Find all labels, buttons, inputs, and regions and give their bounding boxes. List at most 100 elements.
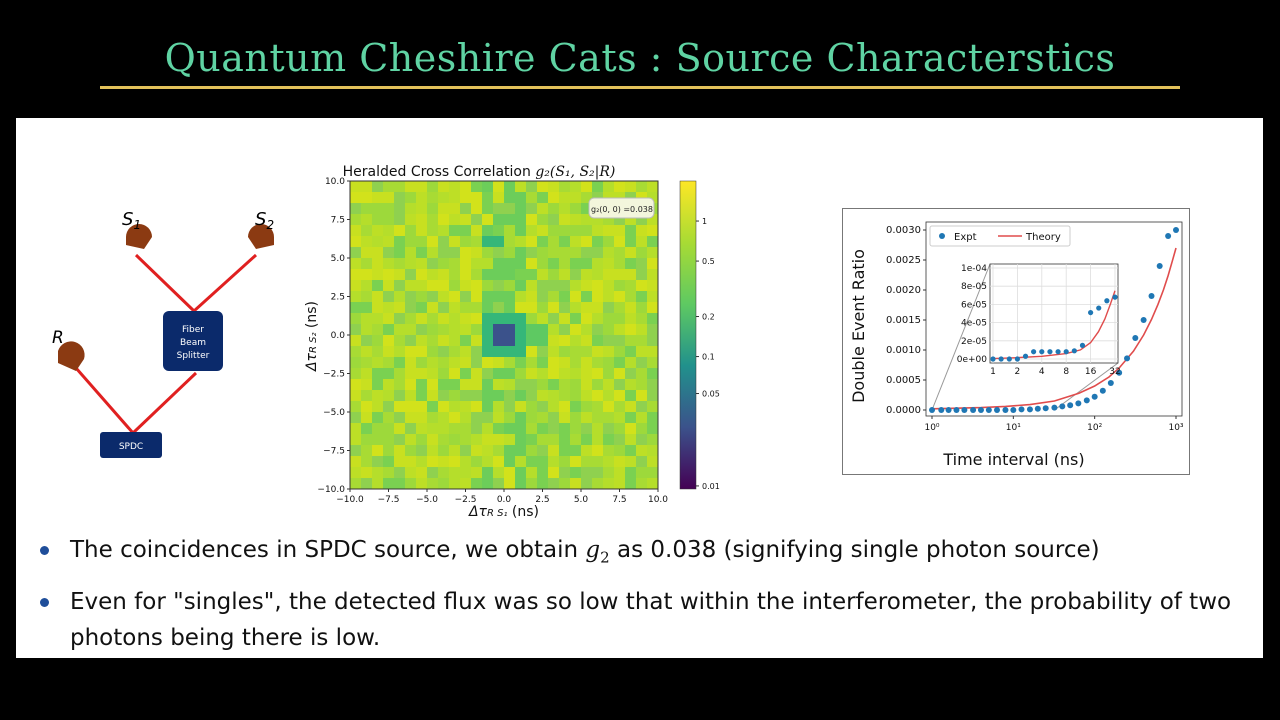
heatmap-cell bbox=[581, 225, 593, 237]
heatmap-cell bbox=[361, 412, 373, 424]
heatmap-cell bbox=[581, 192, 593, 204]
heatmap-cell bbox=[350, 291, 362, 303]
heatmap-cell bbox=[471, 434, 483, 446]
heatmap-cell bbox=[647, 412, 659, 424]
heatmap-cell bbox=[625, 379, 637, 391]
heatmap-cell bbox=[405, 467, 417, 479]
heatmap-cell bbox=[537, 258, 549, 270]
heatmap-cell bbox=[647, 258, 659, 270]
heatmap-cell bbox=[350, 214, 362, 226]
inset-y-tick-label: 0e+00 bbox=[957, 355, 988, 365]
heatmap-cell bbox=[471, 390, 483, 402]
heatmap-cell bbox=[482, 192, 494, 204]
detector-r-label: R bbox=[52, 328, 64, 348]
heatmap-cell bbox=[427, 313, 439, 325]
heatmap-cell bbox=[592, 181, 604, 193]
expt-point bbox=[994, 407, 1001, 413]
heatmap-cell bbox=[614, 357, 626, 369]
heatmap-cell bbox=[416, 335, 428, 347]
heatmap-cell bbox=[427, 467, 439, 479]
heatmap-cell bbox=[482, 467, 494, 479]
heatmap-cell bbox=[361, 467, 373, 479]
legend-expt-marker bbox=[939, 233, 945, 239]
heatmap-cell bbox=[416, 302, 428, 314]
heatmap-cell bbox=[504, 357, 516, 369]
beam-splitter-s2 bbox=[192, 253, 258, 313]
heatmap-cell bbox=[570, 291, 582, 303]
heatmap-cell bbox=[504, 335, 516, 347]
heatmap-cell bbox=[592, 434, 604, 446]
heatmap-cell bbox=[625, 478, 637, 490]
heatmap-cell bbox=[647, 225, 659, 237]
heatmap-cell bbox=[592, 269, 604, 281]
heatmap-cell bbox=[471, 269, 483, 281]
heatmap-cell bbox=[570, 434, 582, 446]
heatmap-cell bbox=[482, 225, 494, 237]
heatmap-cell bbox=[570, 401, 582, 413]
heatmap-cell bbox=[460, 357, 472, 369]
heatmap-cell bbox=[559, 423, 571, 435]
heatmap-cell bbox=[548, 368, 560, 380]
main-x-tick-label: 10³ bbox=[1168, 423, 1183, 433]
heatmap-cell bbox=[614, 291, 626, 303]
heatmap-cell bbox=[636, 181, 648, 193]
heatmap-cell bbox=[636, 291, 648, 303]
heatmap-cell bbox=[350, 412, 362, 424]
heatmap-cell bbox=[526, 225, 538, 237]
heatmap-x-tick-label: −10.0 bbox=[336, 495, 364, 505]
heatmap-cell bbox=[427, 412, 439, 424]
heatmap-cell bbox=[570, 313, 582, 325]
heatmap-cell bbox=[570, 214, 582, 226]
heatmap-cell bbox=[460, 258, 472, 270]
chart-ylabel: Double Event Ratio bbox=[849, 249, 868, 403]
heatmap-cell bbox=[482, 313, 494, 325]
heatmap-cell bbox=[438, 269, 450, 281]
heatmap-cell bbox=[427, 423, 439, 435]
heatmap-cell bbox=[405, 368, 417, 380]
heatmap-cell bbox=[449, 445, 461, 457]
heatmap-cell bbox=[449, 302, 461, 314]
heatmap-cell bbox=[372, 291, 384, 303]
heatmap-cell bbox=[570, 269, 582, 281]
heatmap-cell bbox=[361, 379, 373, 391]
heatmap-cell bbox=[493, 368, 505, 380]
inset-y-tick-label: 8e-05 bbox=[961, 282, 987, 292]
heatmap-cell bbox=[526, 324, 538, 336]
main-y-tick-label: 0.0010 bbox=[886, 345, 921, 356]
heatmap-cell bbox=[625, 236, 637, 248]
heatmap-cell bbox=[493, 302, 505, 314]
heatmap-cell bbox=[460, 225, 472, 237]
heatmap-cell bbox=[350, 203, 362, 215]
heatmap-cell bbox=[394, 357, 406, 369]
heatmap-cell bbox=[548, 280, 560, 292]
colorbar-tick-label: 0.01 bbox=[702, 482, 720, 491]
heatmap-cell bbox=[537, 423, 549, 435]
heatmap-cell bbox=[350, 401, 362, 413]
heatmap-cell bbox=[603, 236, 615, 248]
heatmap-cell bbox=[449, 401, 461, 413]
main-y-tick-label: 0.0030 bbox=[886, 225, 921, 236]
heatmap-cell bbox=[504, 390, 516, 402]
heatmap-cell bbox=[438, 357, 450, 369]
heatmap-cell bbox=[581, 467, 593, 479]
heatmap-cell bbox=[482, 434, 494, 446]
heatmap-cell bbox=[460, 302, 472, 314]
beam-spdc-splitter bbox=[131, 371, 198, 435]
heatmap-cell bbox=[559, 379, 571, 391]
heatmap-cell bbox=[537, 247, 549, 259]
heatmap-cell bbox=[636, 302, 648, 314]
heatmap-cell bbox=[625, 357, 637, 369]
heatmap-cell bbox=[636, 368, 648, 380]
heatmap-cell bbox=[394, 269, 406, 281]
heatmap-cell bbox=[427, 236, 439, 248]
main-x-tick-label: 10² bbox=[1087, 423, 1102, 433]
heatmap-cell bbox=[405, 335, 417, 347]
heatmap-cell bbox=[526, 357, 538, 369]
heatmap-cell bbox=[526, 456, 538, 468]
detector-s1-icon bbox=[126, 224, 152, 249]
heatmap-cell bbox=[427, 280, 439, 292]
heatmap-cell bbox=[361, 192, 373, 204]
heatmap-cell bbox=[350, 280, 362, 292]
inset-expt-point bbox=[1055, 349, 1061, 355]
main-y-tick-label: 0.0020 bbox=[886, 285, 921, 296]
